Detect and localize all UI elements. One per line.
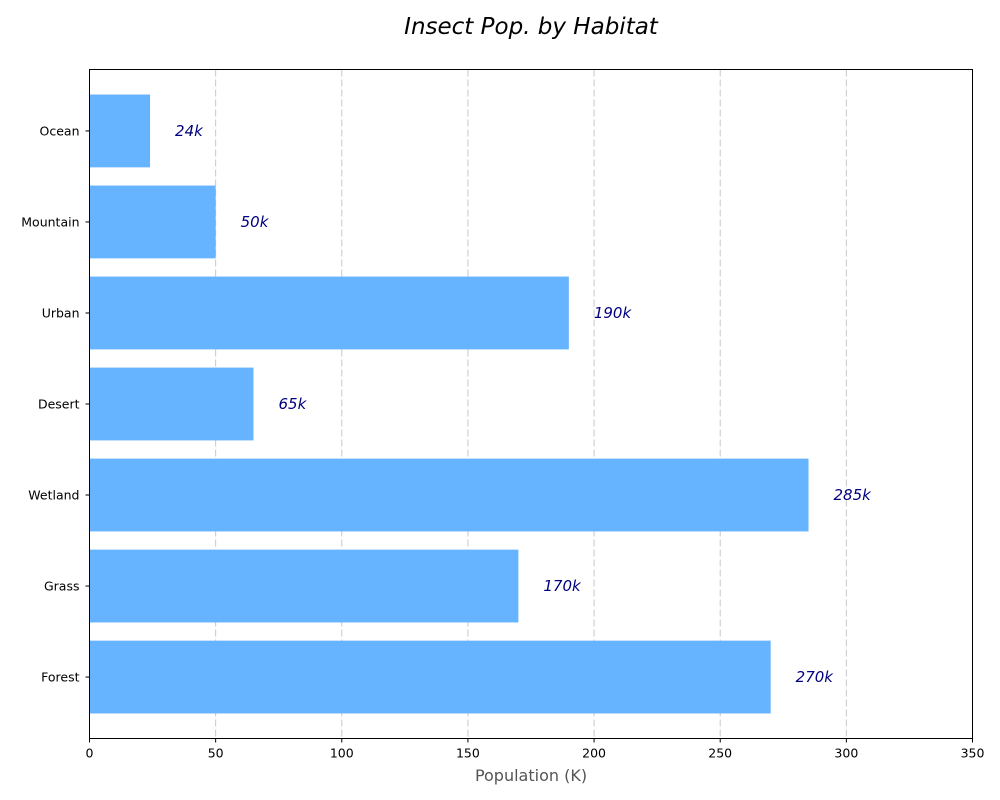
y-tick-label-mountain: Mountain (21, 214, 79, 229)
data-label-wetland: 285k (834, 486, 873, 504)
data-label-forest: 270k (796, 668, 835, 686)
x-tick-label: 150 (456, 746, 480, 761)
y-axis-ticks: Forest Grass Wetland Desert Urban Mountain Oce… (21, 123, 90, 685)
x-tick-label: 300 (834, 746, 858, 761)
bar-desert (89, 367, 254, 441)
y-tick-label-grass: Grass (44, 579, 80, 594)
bar-urban (89, 276, 569, 350)
bar-ocean (89, 94, 151, 168)
data-label-ocean: 24k (175, 122, 204, 140)
data-label-mountain: 50k (241, 213, 270, 231)
data-label-urban: 190k (594, 304, 633, 322)
data-label-grass: 170k (543, 577, 582, 595)
x-tick-label: 100 (330, 746, 354, 761)
x-tick-label: 350 (961, 746, 985, 761)
chart-title: Insect Pop. by Habitat (404, 14, 659, 40)
x-tick-label: 250 (708, 746, 732, 761)
grid-lines (215, 69, 847, 739)
y-tick-label-urban: Urban (42, 305, 80, 320)
bar-grass (89, 549, 519, 623)
x-axis-ticks: 0 50 100 150 200 250 300 350 (86, 738, 985, 761)
y-tick-label-forest: Forest (41, 670, 79, 685)
y-tick-label-ocean: Ocean (40, 123, 80, 138)
data-label-desert: 65k (278, 395, 307, 413)
x-axis-label: Population (K) (475, 766, 587, 785)
y-tick-label-wetland: Wetland (28, 488, 79, 503)
bar-mountain (89, 185, 216, 259)
y-tick-label-desert: Desert (38, 397, 80, 412)
bar-forest (89, 640, 771, 714)
bars: 270k 170k 285k 65k 190k 50k 24k (89, 94, 873, 714)
x-tick-label: 50 (208, 746, 224, 761)
x-tick-label: 200 (582, 746, 606, 761)
bar-wetland (89, 458, 809, 532)
x-tick-label: 0 (86, 746, 94, 761)
